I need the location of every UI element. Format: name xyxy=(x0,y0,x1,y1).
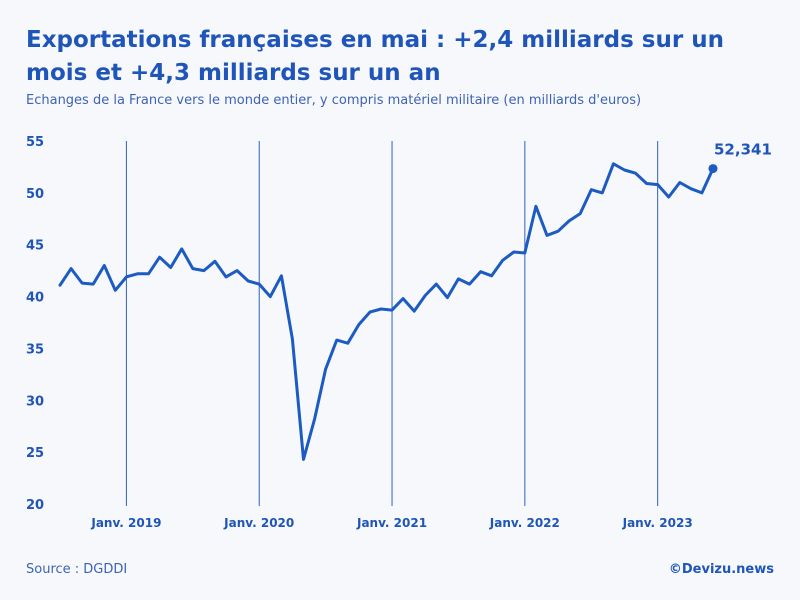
y-tick-label: 30 xyxy=(26,394,44,409)
series-layer: 52,341 xyxy=(58,141,772,461)
x-tick-label: Janv. 2021 xyxy=(356,516,427,530)
gridlines xyxy=(125,141,659,506)
y-tick-label: 40 xyxy=(26,291,44,306)
source-note: Source : DGDDI xyxy=(26,562,128,577)
x-tick-label: Janv. 2020 xyxy=(223,516,294,530)
y-axis-ticks: 20 25 30 35 40 45 50 55 xyxy=(26,135,44,513)
series-line-exportations xyxy=(58,162,715,461)
chart-subtitle: Echanges de la France vers le monde enti… xyxy=(26,93,642,108)
chart-title: Exportations françaises en mai : +2,4 mi… xyxy=(26,27,724,86)
x-axis-ticks: Janv. 2019 Janv. 2020 Janv. 2021 Janv. 2022… xyxy=(90,516,692,530)
y-tick-label: 25 xyxy=(26,446,44,461)
x-tick-label: Janv. 2022 xyxy=(489,516,560,530)
y-tick-label: 50 xyxy=(26,187,44,202)
x-tick-label: Janv. 2023 xyxy=(622,516,693,530)
x-tick-label: Janv. 2019 xyxy=(90,516,161,530)
y-tick-label: 35 xyxy=(26,342,44,357)
y-tick-label: 45 xyxy=(26,239,44,254)
brand-credit: ©Devizu.news xyxy=(668,562,774,577)
last-value-label: 52,341 xyxy=(714,141,772,159)
y-tick-label: 55 xyxy=(26,135,44,150)
y-tick-label: 20 xyxy=(26,498,44,513)
last-data-point xyxy=(708,164,718,174)
